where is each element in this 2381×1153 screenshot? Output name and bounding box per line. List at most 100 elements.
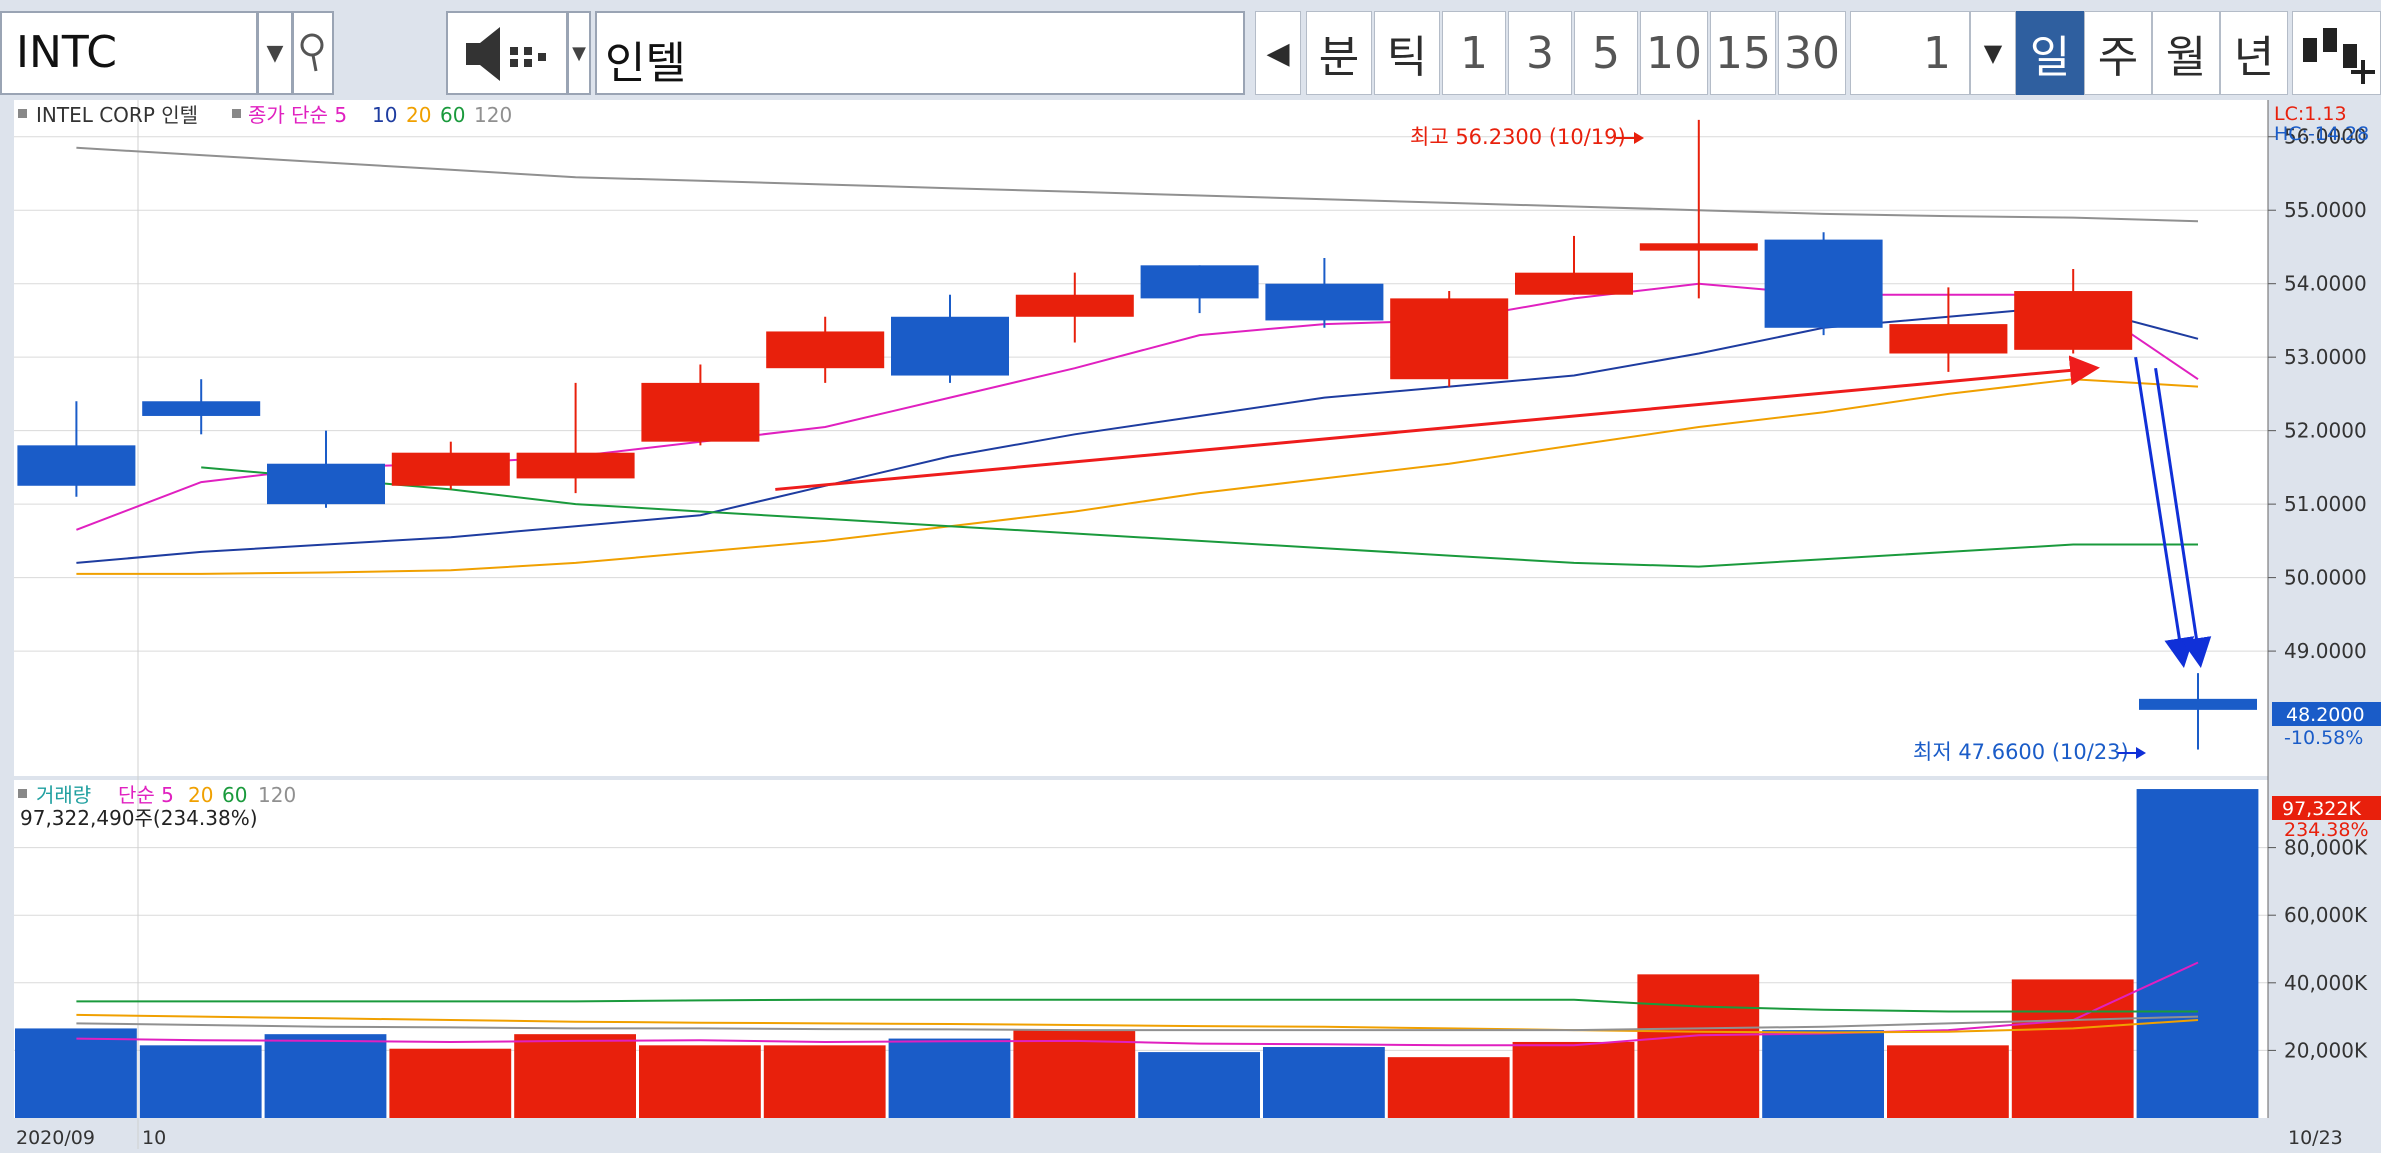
price-legend-ma20: 20 [406,103,431,127]
price-tick-label: 54.0000 [2284,272,2367,296]
price-ma120-line [76,146,2199,223]
period-button-15[interactable]: 15 [1710,11,1776,95]
crosshair-icon[interactable] [2292,11,2381,95]
price-legend: INTEL CORP 인텔 종가 단순 5 10 20 60 120 [18,103,512,127]
volume-bar [763,1045,886,1118]
price-legend-ma-label: 종가 단순 5 [248,103,347,127]
volume-legend-ma-label: 단순 5 [118,783,174,807]
symbol-dropdown-icon[interactable]: ▼ [257,11,293,95]
low-label: 최저 47.6600 (10/23) [1913,740,2129,764]
price-tick-label: 53.0000 [2284,345,2367,369]
x-label-month: 10 [142,1127,166,1149]
volume-tick-label: 40,000K [2284,971,2368,995]
candle-body [1390,298,1509,380]
last-price: 48.2000 [2286,704,2365,726]
candle-body [1140,265,1259,299]
price-tick-label: 49.0000 [2284,639,2367,663]
uptrend-arrow [775,355,2100,491]
lc-readout: LC:1.13 [2274,103,2347,125]
legend-marker [18,789,27,798]
period-button-틱[interactable]: 틱 [1374,11,1440,95]
volume-bar [264,1034,387,1118]
volume-bar [1637,974,1760,1118]
volume-ma60-line [76,998,2198,1013]
volume-bars [15,789,2259,1118]
volume-bar [639,1045,761,1118]
candle-body [1015,294,1134,317]
interval-button-2[interactable]: 주 [2084,11,2152,95]
trend-lines [775,355,2212,669]
candle-body [766,331,885,369]
volume-legend-ma120: 120 [258,783,296,807]
candles [17,119,2257,750]
volume-bar [2136,789,2259,1118]
downtrend-arrow-1 [2134,356,2195,669]
volume-legend: 거래량 단순 5 20 60 120 97,322,490주(234.38%) [18,783,296,830]
volume-bar [1887,1045,2009,1118]
volume-bar [888,1038,1011,1118]
price-legend-ma10: 10 [372,103,397,127]
candle-body [2014,291,2133,350]
x-axis-labels: 2020/09 10 10/23 [16,1127,2343,1149]
volume-tick-label: 80,000K [2284,836,2368,860]
volume-bar [139,1045,262,1118]
volume-bar [1762,1030,1884,1118]
candle-body [891,316,1009,376]
symbol-input[interactable]: INTC [0,11,258,95]
volume-last: 97,322K [2282,798,2361,820]
count-dropdown-icon[interactable]: ▼ [1970,11,2016,95]
hc-readout: HC:-14.28 [2274,123,2369,145]
price-tick-label: 52.0000 [2284,419,2367,443]
high-label: 최고 56.2300 (10/19) [1410,125,1626,149]
search-icon[interactable] [292,11,334,95]
period-button-5[interactable]: 5 [1574,11,1638,95]
last-change: -10.58% [2284,727,2363,749]
price-ma60-line [201,466,2198,568]
volume-bar [514,1034,636,1118]
candle-body [1515,272,1633,295]
stock-name-value: 인텔 [605,38,686,89]
interval-button-4[interactable]: 년 [2220,11,2288,95]
candle-body [641,382,760,442]
candle-body [142,401,261,416]
volume-legend-ma20: 20 [188,783,213,807]
price-panel [14,100,2268,776]
speaker-dropdown-icon[interactable]: ▼ [567,11,591,95]
volume-tick-label: 60,000K [2284,903,2368,927]
x-label-end: 10/23 [2288,1127,2343,1149]
volume-bar [389,1048,512,1118]
volume-bar [15,1028,137,1118]
price-tick-label: 56.0000 [2284,125,2367,149]
price-volume-chart: 56.0000 55.0000 54.0000 53.0000 52.0000 51.00… [0,98,2381,1149]
interval-button-3[interactable]: 월 [2152,11,2220,95]
price-legend-title: INTEL CORP 인텔 [36,103,198,127]
interval-button-1[interactable]: 일 [2016,11,2084,95]
volume-moving-averages [76,961,2199,1047]
volume-legend-ma60: 60 [222,783,247,807]
prev-arrow-icon[interactable]: ◀ [1255,11,1301,95]
x-label-start: 2020/09 [16,1127,95,1149]
candle-body [1265,283,1384,321]
chart-area: 56.0000 55.0000 54.0000 53.0000 52.0000 51.00… [0,98,2381,1149]
legend-marker [18,109,27,118]
volume-legend-title: 거래량 [36,783,91,807]
price-tick-label: 55.0000 [2284,198,2367,222]
price-legend-ma120: 120 [474,103,512,127]
candle-body [267,463,385,505]
stock-name-field[interactable]: 인텔 [595,11,1245,95]
volume-bar [1013,1030,1136,1118]
price-tick-label: 50.0000 [2284,566,2367,590]
high-arrow-head [1634,132,1644,144]
volume-bar [1263,1047,1385,1118]
count-input[interactable]: 1 [1850,11,1970,95]
volume-change: 234.38% [2284,819,2369,841]
speaker-icon[interactable] [446,11,568,95]
volume-tick-label: 20,000K [2284,1038,2368,1062]
period-button-1[interactable]: 1 [1442,11,1506,95]
period-button-10[interactable]: 10 [1640,11,1708,95]
grid [14,136,2268,1051]
period-button-3[interactable]: 3 [1508,11,1572,95]
period-button-분[interactable]: 분 [1306,11,1372,95]
period-button-30[interactable]: 30 [1778,11,1846,95]
